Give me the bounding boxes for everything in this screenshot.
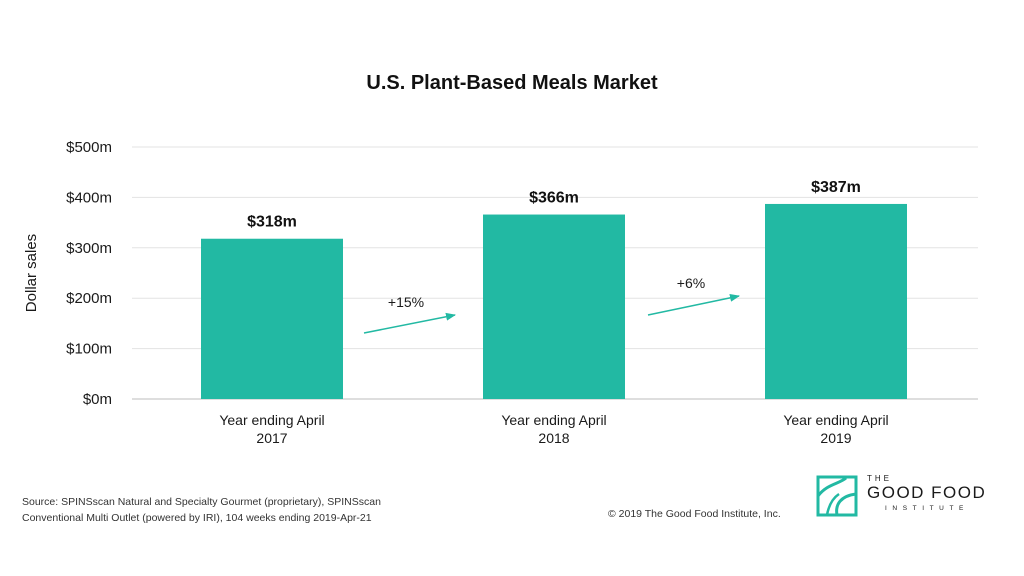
source-line-2: Conventional Multi Outlet (powered by IR… <box>22 512 372 524</box>
gfi-logo: THE GOOD FOOD INSTITUTE <box>815 474 995 520</box>
growth-arrow <box>363 312 456 334</box>
x-category-label: Year ending April <box>501 412 606 428</box>
logo-institute: INSTITUTE <box>885 505 969 512</box>
y-tick-label: $0m <box>83 391 112 408</box>
source-note: Source: SPINSscan Natural and Specialty … <box>22 494 422 526</box>
x-category-year: 2017 <box>256 430 287 446</box>
source-line-1: Source: SPINSscan Natural and Specialty … <box>22 496 381 508</box>
leaf-square-icon <box>816 475 858 517</box>
bar <box>201 238 343 399</box>
bar-value-label: $366m <box>529 190 579 207</box>
copyright-text: © 2019 The Good Food Institute, Inc. <box>608 508 781 520</box>
bar <box>765 203 907 399</box>
bar-value-label: $387m <box>811 179 861 196</box>
chart-title: U.S. Plant-Based Meals Market <box>366 72 658 94</box>
y-tick-label: $200m <box>66 290 112 307</box>
y-tick-label: $500m <box>66 139 112 156</box>
y-tick-label: $100m <box>66 341 112 358</box>
y-tick-label: $300m <box>66 240 112 257</box>
logo-the: THE <box>867 474 892 483</box>
y-tick-label: $400m <box>66 189 112 206</box>
x-category-year: 2019 <box>820 430 851 446</box>
x-category-label: Year ending April <box>219 412 324 428</box>
bar <box>483 214 625 399</box>
logo-good-food: GOOD FOOD <box>867 483 987 502</box>
x-category-label: Year ending April <box>783 412 888 428</box>
y-axis-label: Dollar sales <box>23 234 40 312</box>
growth-arrow <box>647 293 740 316</box>
growth-label: +6% <box>677 275 705 291</box>
growth-label: +15% <box>388 294 424 310</box>
bar-value-label: $318m <box>247 214 297 231</box>
x-category-year: 2018 <box>538 430 569 446</box>
